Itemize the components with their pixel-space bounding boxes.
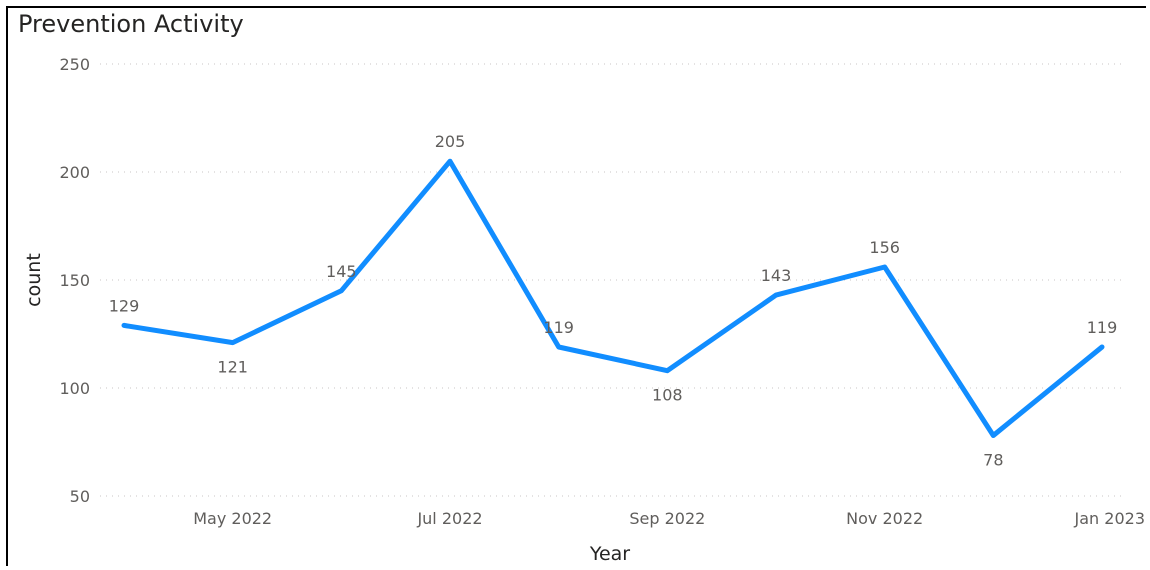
gridlines: [100, 63, 1122, 497]
data-label: 129: [109, 296, 140, 315]
data-label: 78: [983, 451, 1003, 470]
data-label: 108: [652, 386, 683, 405]
x-axis-ticks: May 2022 Jul 2022 Sep 2022 Nov 2022 Jan 2023: [193, 509, 1145, 528]
y-tick-label: 250: [59, 55, 90, 74]
data-label: 119: [1087, 318, 1118, 337]
data-label: 156: [869, 238, 900, 257]
data-label: 143: [761, 266, 792, 285]
y-tick-label: 150: [59, 271, 90, 290]
y-axis-ticks: 50 100 150 200 250: [59, 55, 90, 506]
x-tick-label: Jan 2023: [1074, 509, 1145, 528]
x-tick-label: Nov 2022: [846, 509, 923, 528]
y-axis-title: count: [23, 253, 45, 307]
series-group: [121, 158, 1105, 438]
series-line: [121, 158, 1105, 438]
y-tick-label: 50: [70, 487, 90, 506]
data-label: 205: [435, 132, 466, 151]
x-tick-label: Jul 2022: [416, 509, 482, 528]
data-label: 145: [326, 262, 357, 281]
x-tick-label: Sep 2022: [629, 509, 705, 528]
chart-frame: [6, 6, 1146, 566]
y-tick-label: 200: [59, 163, 90, 182]
data-label: 119: [543, 318, 574, 337]
data-labels: 129 121 145 205 119 108 143 156 78 119: [109, 132, 1118, 469]
x-tick-label: May 2022: [193, 509, 272, 528]
y-tick-label: 100: [59, 379, 90, 398]
data-label: 121: [217, 358, 248, 377]
x-axis-title: Year: [589, 543, 630, 565]
chart-title: Prevention Activity: [18, 10, 244, 38]
